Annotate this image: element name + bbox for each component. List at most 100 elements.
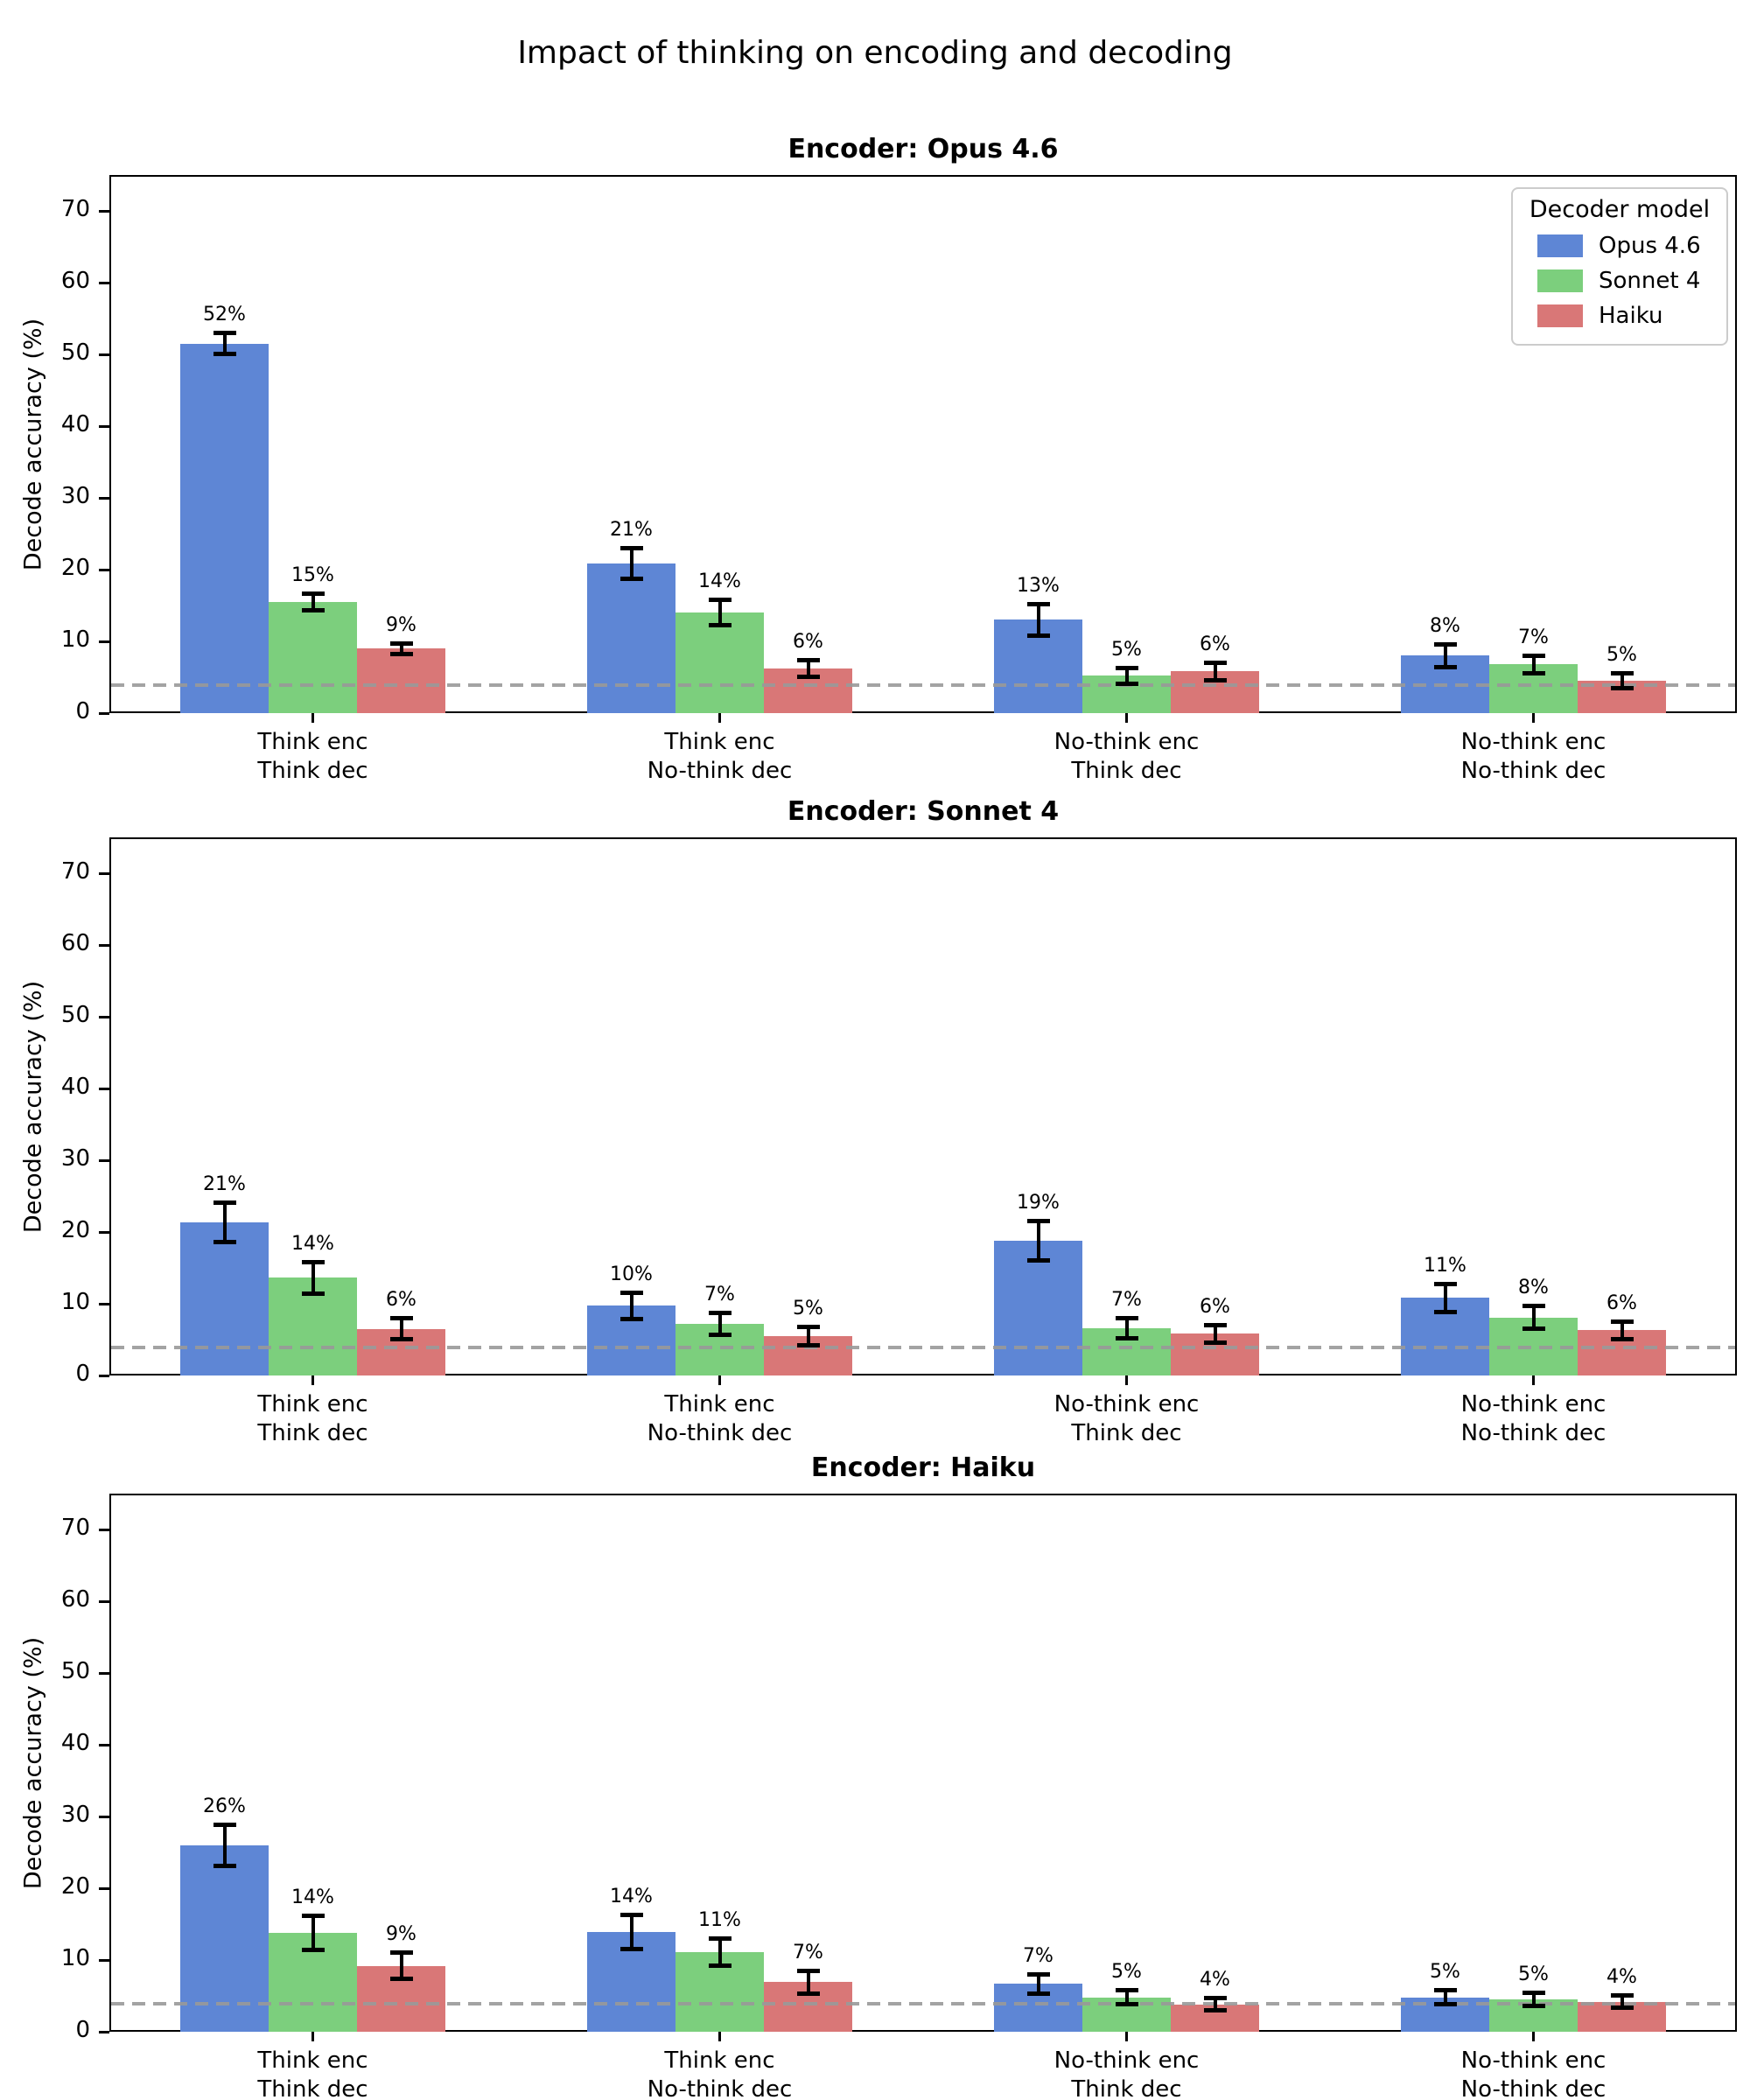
x-category-label-line1: No-think enc <box>1054 2048 1200 2074</box>
x-tick-mark <box>1532 1376 1535 1385</box>
bar-value-label: 7% <box>1518 626 1549 648</box>
error-bar-cap-bottom <box>1203 678 1227 683</box>
error-bar-cap-bottom <box>213 1863 236 1868</box>
x-category-label-line2: Think dec <box>257 2076 368 2100</box>
error-bar <box>1213 1324 1217 1344</box>
figure-title: Impact of thinking on encoding and decod… <box>517 35 1233 71</box>
y-tick-mark <box>99 712 109 715</box>
error-bar-cap-top <box>1522 1990 1545 1995</box>
bar-value-label: 21% <box>203 1173 246 1196</box>
x-category-label-line1: Think enc <box>664 1391 775 1418</box>
bar-value-label: 52% <box>203 304 246 326</box>
y-tick-label: 70 <box>60 858 90 885</box>
bar <box>587 564 676 713</box>
bar-value-label: 9% <box>386 1922 416 1945</box>
y-tick-mark <box>99 497 109 500</box>
error-bar <box>222 332 227 354</box>
subplot-title: Encoder: Sonnet 4 <box>787 796 1060 827</box>
x-category-label-line2: No-think dec <box>647 758 793 784</box>
y-tick-mark <box>99 640 109 643</box>
error-bar-cap-top <box>708 598 732 603</box>
error-bar-cap-bottom <box>1610 2005 1634 2010</box>
error-bar-cap-top <box>1610 671 1634 676</box>
error-bar-cap-bottom <box>301 1291 325 1296</box>
legend-entry-label: Haiku <box>1599 303 1663 329</box>
x-tick-mark <box>312 1376 314 1385</box>
error-bar-cap-top <box>1433 1988 1457 1993</box>
x-category-label-line2: No-think dec <box>1460 2076 1606 2100</box>
subplot-title: Encoder: Opus 4.6 <box>788 134 1059 164</box>
error-bar-cap-bottom <box>708 1964 732 1969</box>
legend: Decoder model Opus 4.6 Sonnet 4 Haiku <box>1511 187 1728 346</box>
error-bar-cap-top <box>620 1290 643 1295</box>
x-tick-mark <box>1125 2032 1128 2041</box>
bar <box>676 612 764 713</box>
legend-entry: Sonnet 4 <box>1522 263 1718 298</box>
y-tick-mark <box>99 1159 109 1162</box>
error-bar-cap-top <box>1522 1304 1545 1309</box>
error-bar-cap-top <box>1203 1996 1227 2001</box>
x-category-label-line2: Think dec <box>1071 1420 1182 1446</box>
error-bar <box>311 1262 315 1294</box>
error-bar-cap-bottom <box>1203 2008 1227 2013</box>
error-bar-cap-top <box>301 592 325 597</box>
error-bar <box>806 1970 810 1994</box>
error-bar-cap-bottom <box>301 607 325 612</box>
x-category-label-line1: Think enc <box>664 2048 775 2074</box>
chance-baseline <box>111 683 1735 688</box>
error-bar-cap-bottom <box>708 622 732 627</box>
y-tick-label: 50 <box>60 1658 90 1684</box>
error-bar-cap-bottom <box>796 675 820 679</box>
error-bar <box>629 1914 634 1950</box>
error-bar-cap-bottom <box>620 1946 643 1951</box>
bar-value-label: 5% <box>1111 1961 1142 1984</box>
error-bar <box>629 1292 634 1320</box>
bar-value-label: 19% <box>1017 1191 1060 1214</box>
bar-value-label: 14% <box>610 1886 653 1908</box>
bar-value-label: 5% <box>1606 644 1637 667</box>
x-tick-mark <box>1125 1376 1128 1385</box>
error-bar-cap-top <box>301 1914 325 1919</box>
error-bar <box>1124 667 1129 685</box>
error-bar <box>311 1915 315 1950</box>
bar-value-label: 7% <box>704 1283 735 1306</box>
y-tick-mark <box>99 354 109 356</box>
error-bar-cap-bottom <box>1203 1340 1227 1346</box>
bar-value-label: 8% <box>1430 615 1460 638</box>
y-tick-label: 30 <box>60 1802 90 1828</box>
bar-value-label: 7% <box>1023 1944 1054 1967</box>
bar-value-label: 5% <box>1430 1961 1460 1984</box>
error-bar <box>1620 1320 1624 1340</box>
error-bar <box>1443 644 1447 668</box>
legend-swatch <box>1537 270 1583 292</box>
y-tick-label: 10 <box>60 1289 90 1315</box>
bar-value-label: 6% <box>793 631 823 654</box>
error-bar <box>222 1824 227 1866</box>
error-bar <box>399 642 403 654</box>
bar-value-label: 14% <box>291 1886 334 1909</box>
bar-value-label: 11% <box>1424 1255 1466 1278</box>
y-tick-label: 70 <box>60 196 90 222</box>
error-bar <box>1213 1998 1217 2012</box>
error-bar-cap-bottom <box>1026 634 1050 639</box>
y-tick-label: 10 <box>60 626 90 653</box>
y-tick-mark <box>99 1375 109 1377</box>
bar-value-label: 11% <box>698 1908 741 1931</box>
error-bar <box>718 1312 722 1336</box>
y-tick-mark <box>99 1600 109 1603</box>
error-bar-cap-bottom <box>708 1333 732 1338</box>
error-bar <box>399 1318 403 1340</box>
error-bar-cap-top <box>1203 660 1227 665</box>
x-tick-mark <box>312 713 314 723</box>
error-bar-cap-bottom <box>1115 1336 1138 1341</box>
y-tick-mark <box>99 1088 109 1090</box>
x-tick-mark <box>1532 2032 1535 2041</box>
bar-value-label: 6% <box>1200 1295 1230 1318</box>
x-category-label-line1: Think enc <box>257 2048 368 2074</box>
x-category-label-line2: No-think dec <box>647 1420 793 1446</box>
legend-entry-label: Sonnet 4 <box>1599 268 1701 294</box>
error-bar-cap-top <box>796 658 820 663</box>
y-tick-mark <box>99 1016 109 1018</box>
error-bar <box>399 1951 403 1980</box>
